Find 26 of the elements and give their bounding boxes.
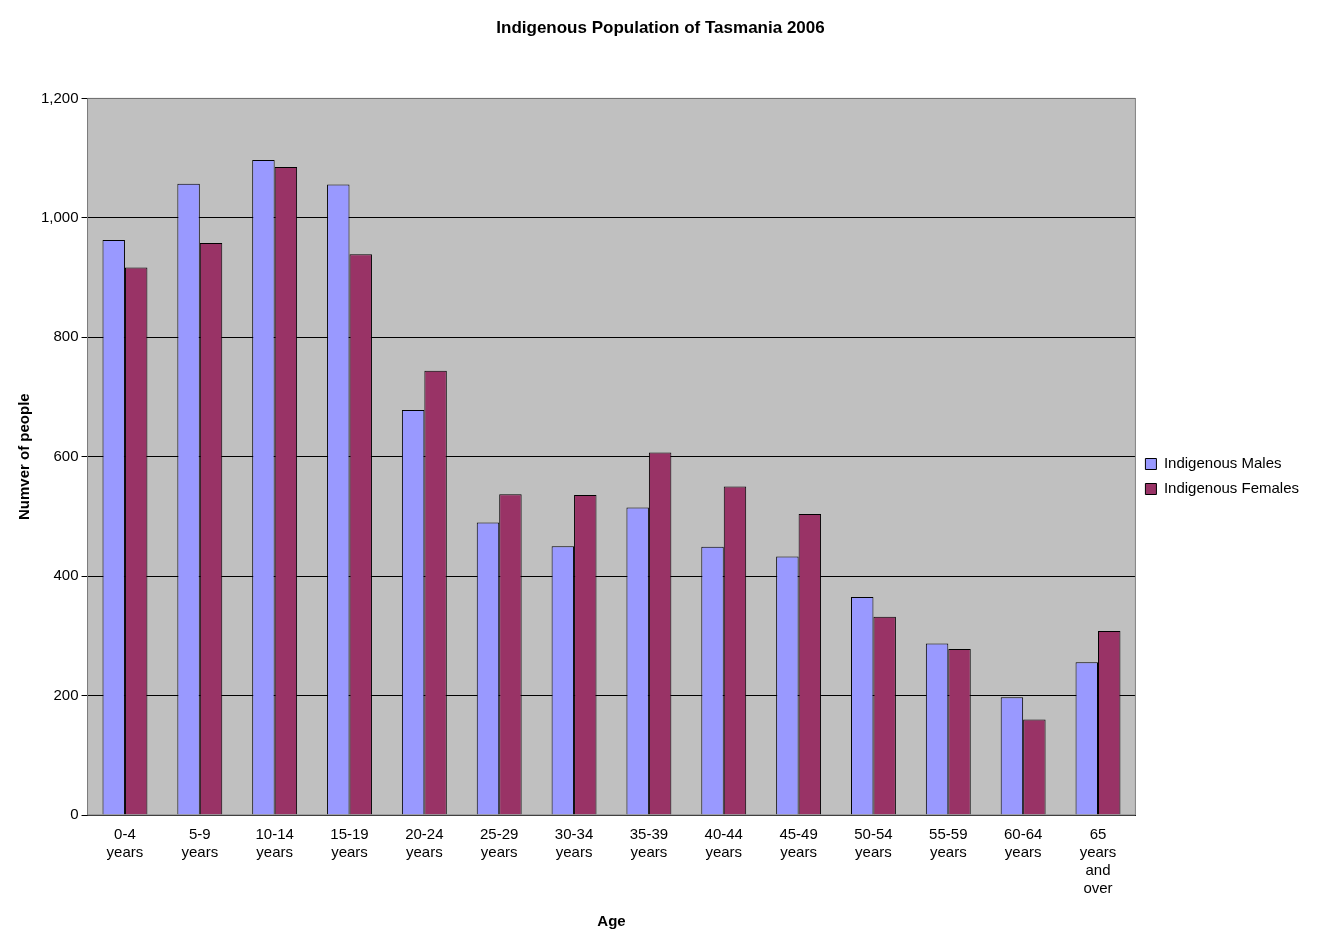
legend-label: Indigenous Males <box>1163 454 1282 472</box>
x-tick-label: 25-29 years <box>480 825 519 861</box>
legend-label: Indigenous Females <box>1163 479 1300 497</box>
x-tick-label: 5-9 years <box>181 825 219 861</box>
x-tick-label: 55-59 years <box>929 825 968 861</box>
x-tick-label: 15-19 years <box>330 825 369 861</box>
chart-title: Indigenous Population of Tasmania 2006 <box>496 17 825 37</box>
x-tick-label: 60-64 years <box>1003 825 1043 861</box>
y-tick-label: 800 <box>53 327 79 345</box>
y-tick-label: 1,000 <box>40 207 79 225</box>
x-tick-label: 45-49 years <box>779 825 818 861</box>
y-axis-title: Numver of people <box>15 393 33 521</box>
x-tick-label: 20-24 years <box>405 825 444 861</box>
x-tick-label: 50-54 years <box>854 825 893 861</box>
x-tick-label: 40-44 years <box>704 825 743 861</box>
x-axis-title: Age <box>597 912 626 930</box>
y-tick-label: 200 <box>53 685 79 703</box>
x-tick-label: 35-39 years <box>629 825 669 861</box>
y-tick-label: 1,200 <box>40 88 79 106</box>
x-tick-label: 30-34 years <box>554 825 594 861</box>
x-tick-label: 10-14 years <box>255 825 294 861</box>
x-tick-label: 65 years and over <box>1079 825 1117 897</box>
y-tick-label: 600 <box>53 446 79 464</box>
y-tick-label: 0 <box>70 805 79 823</box>
y-tick-label: 400 <box>53 566 79 584</box>
x-tick-label: 0-4 years <box>106 825 144 861</box>
